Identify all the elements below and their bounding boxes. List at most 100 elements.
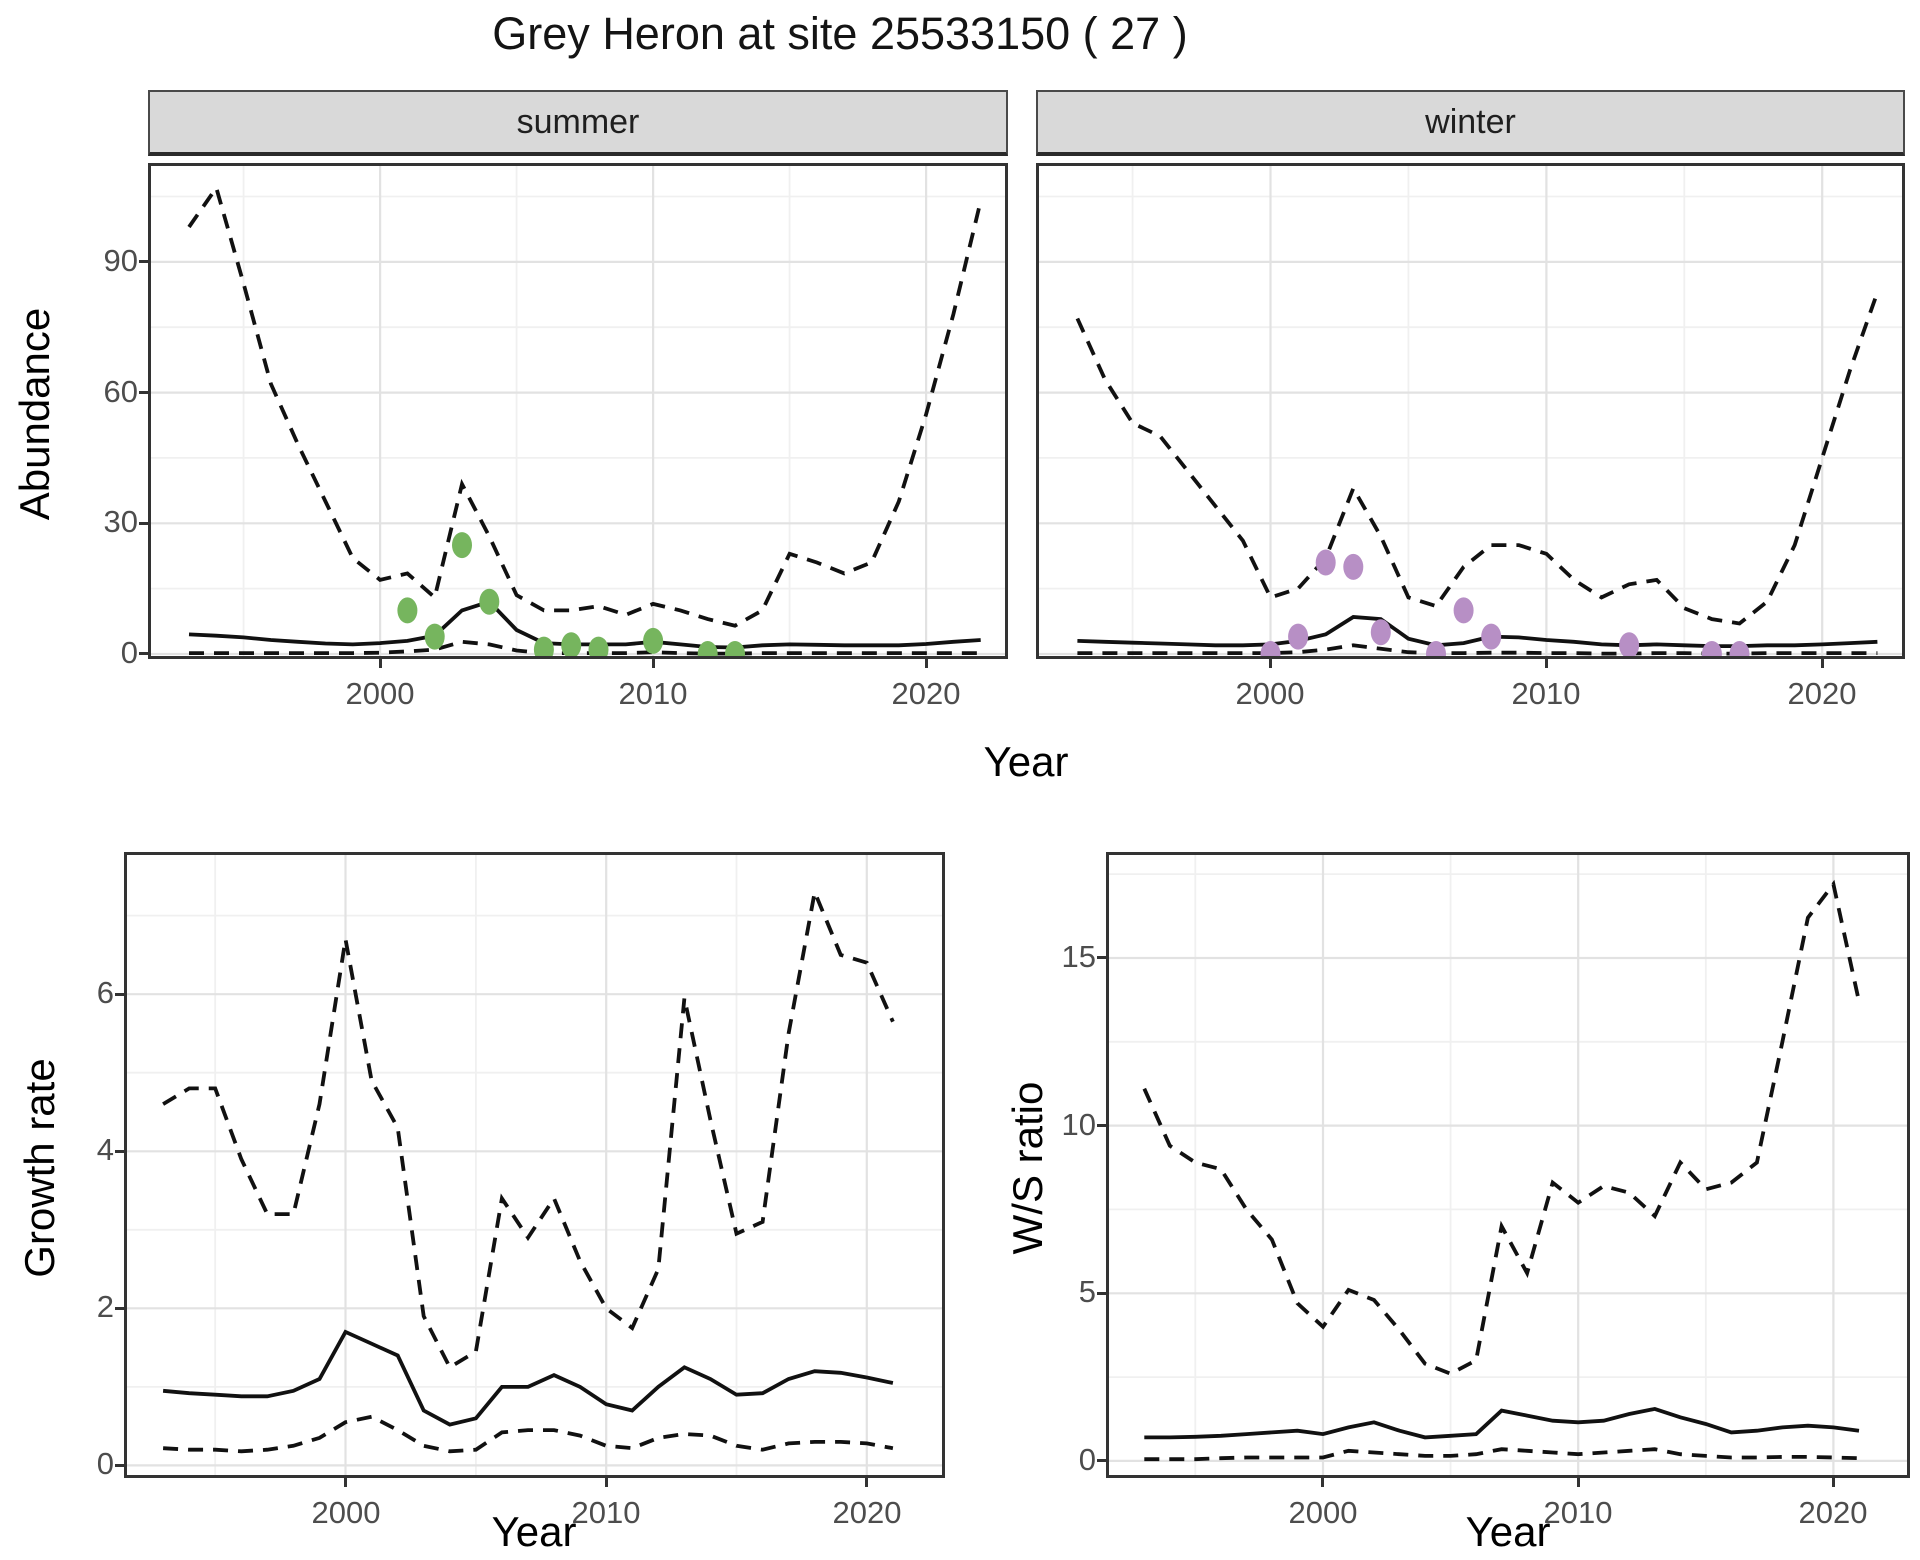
y-tick-mark (1097, 1459, 1106, 1462)
series-dashed (1075, 291, 1880, 626)
x-tick-label: 2020 (1798, 1495, 1868, 1530)
data-point (1260, 641, 1281, 659)
y-tick-label: 6 (96, 975, 114, 1010)
y-tick-mark (139, 522, 148, 525)
series-dashed (187, 183, 983, 628)
x-tick-label: 2000 (311, 1495, 381, 1530)
y-tick-label: 0 (120, 635, 138, 670)
x-axis-title-year-growth: Year (491, 1508, 577, 1555)
series-solid (188, 599, 981, 650)
y-tick-mark (139, 391, 148, 394)
x-tick-label: 2000 (345, 676, 415, 711)
data-point (397, 597, 418, 624)
data-point (1370, 619, 1391, 646)
y-tick-label: 0 (96, 1446, 114, 1481)
growth-rate-panel (124, 852, 945, 1478)
x-tick-mark (1821, 659, 1824, 668)
series-solid (1077, 615, 1878, 649)
data-point (424, 623, 445, 650)
series-dashed (189, 639, 981, 656)
facet-strip-summer: summer (148, 90, 1008, 156)
series-dashed (1142, 879, 1861, 1376)
data-point (725, 641, 745, 659)
x-tick-mark (1545, 659, 1548, 668)
series-solid (1144, 1406, 1860, 1440)
y-tick-mark (139, 260, 148, 263)
data-point (643, 627, 664, 654)
data-point (1426, 641, 1446, 659)
y-tick-mark (115, 1150, 124, 1153)
series-dashed (1077, 643, 1878, 656)
data-point (479, 588, 500, 615)
x-tick-label: 2000 (1288, 1495, 1358, 1530)
panel-border (1036, 163, 1905, 659)
y-tick-mark (115, 993, 124, 996)
data-point (1343, 553, 1364, 580)
data-point (561, 632, 582, 659)
x-tick-label: 2010 (1543, 1495, 1613, 1530)
y-tick-mark (115, 1307, 124, 1310)
x-tick-label: 2010 (1511, 676, 1581, 711)
data-point (1481, 623, 1502, 650)
x-tick-mark (925, 659, 928, 668)
panel-border (124, 852, 945, 1478)
series-solid (162, 1329, 894, 1427)
ws-ratio-panel (1106, 852, 1910, 1478)
y-tick-label: 2 (96, 1289, 114, 1324)
data-point (1453, 597, 1474, 624)
data-point (1729, 641, 1750, 659)
y-tick-label: 10 (1061, 1107, 1096, 1142)
data-point (1619, 632, 1640, 659)
panel-border (148, 163, 1008, 659)
y-tick-mark (115, 1464, 124, 1467)
y-tick-label: 0 (1078, 1442, 1096, 1477)
x-tick-mark (652, 659, 655, 668)
x-tick-label: 2000 (1235, 676, 1305, 711)
data-point (533, 636, 554, 659)
x-axis-title-year-ws: Year (1465, 1508, 1551, 1555)
y-tick-label: 30 (103, 504, 138, 539)
x-tick-label: 2010 (571, 1495, 641, 1530)
x-axis-title-year-top: Year (983, 738, 1069, 785)
data-point (452, 532, 472, 559)
data-point (1701, 641, 1722, 659)
data-point (697, 641, 718, 659)
facet-strip-winter-label: winter (1425, 102, 1516, 141)
data-point (1315, 549, 1336, 576)
x-tick-mark (1577, 1478, 1580, 1487)
x-tick-mark (379, 659, 382, 668)
y-tick-label: 5 (1078, 1274, 1096, 1309)
data-point (1288, 623, 1309, 650)
x-tick-mark (344, 1478, 347, 1487)
y-tick-label: 90 (103, 243, 138, 278)
abundance-summer-panel (148, 163, 1008, 659)
y-tick-mark (1097, 1124, 1106, 1127)
series-dashed (162, 885, 895, 1370)
data-point (588, 636, 609, 659)
y-tick-label: 60 (103, 374, 138, 409)
panel-border (1106, 852, 1910, 1478)
y-tick-mark (1097, 956, 1106, 959)
y-tick-label: 15 (1061, 939, 1096, 974)
y-axis-title-abundance: Abundance (11, 307, 58, 521)
y-tick-mark (1097, 1292, 1106, 1295)
x-tick-mark (865, 1478, 868, 1487)
y-axis-title-ws-ratio: W/S ratio (1004, 1081, 1051, 1255)
facet-strip-summer-label: summer (516, 102, 640, 141)
x-tick-label: 2020 (1787, 676, 1857, 711)
x-tick-label: 2020 (891, 676, 961, 711)
y-tick-mark (139, 652, 148, 655)
series-dashed (1144, 1447, 1860, 1462)
x-tick-mark (605, 1478, 608, 1487)
x-tick-mark (1832, 1478, 1835, 1487)
x-tick-mark (1269, 659, 1272, 668)
x-tick-label: 2020 (832, 1495, 902, 1530)
x-tick-label: 2010 (618, 676, 688, 711)
facet-strip-winter: winter (1036, 90, 1905, 156)
x-tick-mark (1321, 1478, 1324, 1487)
series-dashed (162, 1414, 894, 1454)
y-tick-label: 4 (96, 1132, 114, 1167)
figure-title: Grey Heron at site 25533150 ( 27 ) (492, 8, 1188, 59)
abundance-winter-panel (1036, 163, 1905, 659)
